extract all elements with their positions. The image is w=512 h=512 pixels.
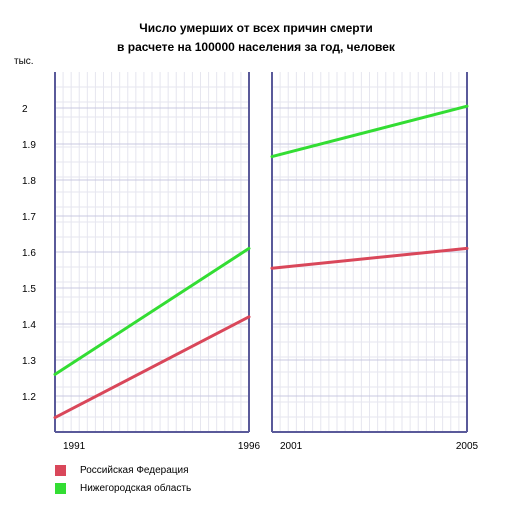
series-lines bbox=[53, 104, 469, 420]
y-tick-label: 1.7 bbox=[22, 212, 36, 223]
y-tick-label: 1.4 bbox=[22, 320, 36, 331]
y-tick-label: 1.2 bbox=[22, 392, 36, 403]
tick-labels: тыс. 1991 1996 2001 2005 1.2 1.3 1.4 1.5 1.6 1.7 1… bbox=[14, 56, 479, 452]
series-line bbox=[270, 104, 469, 159]
chart-title-line-2: в расчете на 100000 населения за год, че… bbox=[117, 40, 395, 54]
y-tick-label: 1.6 bbox=[22, 248, 36, 259]
y-tick-label: 1.5 bbox=[22, 284, 36, 295]
chart-title-line-1: Число умерших от всех причин смерти bbox=[139, 21, 373, 35]
x-tick-label: 1991 bbox=[63, 441, 86, 452]
legend-swatch bbox=[55, 464, 66, 476]
x-tick-label: 2001 bbox=[280, 441, 303, 452]
axes bbox=[54, 72, 468, 433]
series-line bbox=[53, 315, 251, 420]
grid bbox=[55, 72, 467, 432]
y-tick-label: 1.3 bbox=[22, 356, 36, 367]
legend-label: Нижегородская область bbox=[80, 482, 192, 494]
legend-swatch bbox=[55, 482, 66, 494]
y-tick-label: 1.9 bbox=[22, 140, 36, 151]
x-tick-label: 1996 bbox=[238, 441, 261, 452]
legend-item: Российская Федерация bbox=[55, 461, 191, 479]
series-line bbox=[53, 246, 251, 376]
legend-label: Российская Федерация bbox=[80, 464, 189, 476]
series-line bbox=[270, 246, 469, 270]
legend-item: Нижегородская область bbox=[55, 479, 191, 497]
legend: Российская Федерация Нижегородская облас… bbox=[55, 461, 191, 497]
x-tick-label: 2005 bbox=[456, 441, 479, 452]
y-tick-label: 2 bbox=[22, 104, 28, 115]
y-tick-label: 1.8 bbox=[22, 176, 36, 187]
y-axis-unit-label: тыс. bbox=[14, 56, 34, 67]
